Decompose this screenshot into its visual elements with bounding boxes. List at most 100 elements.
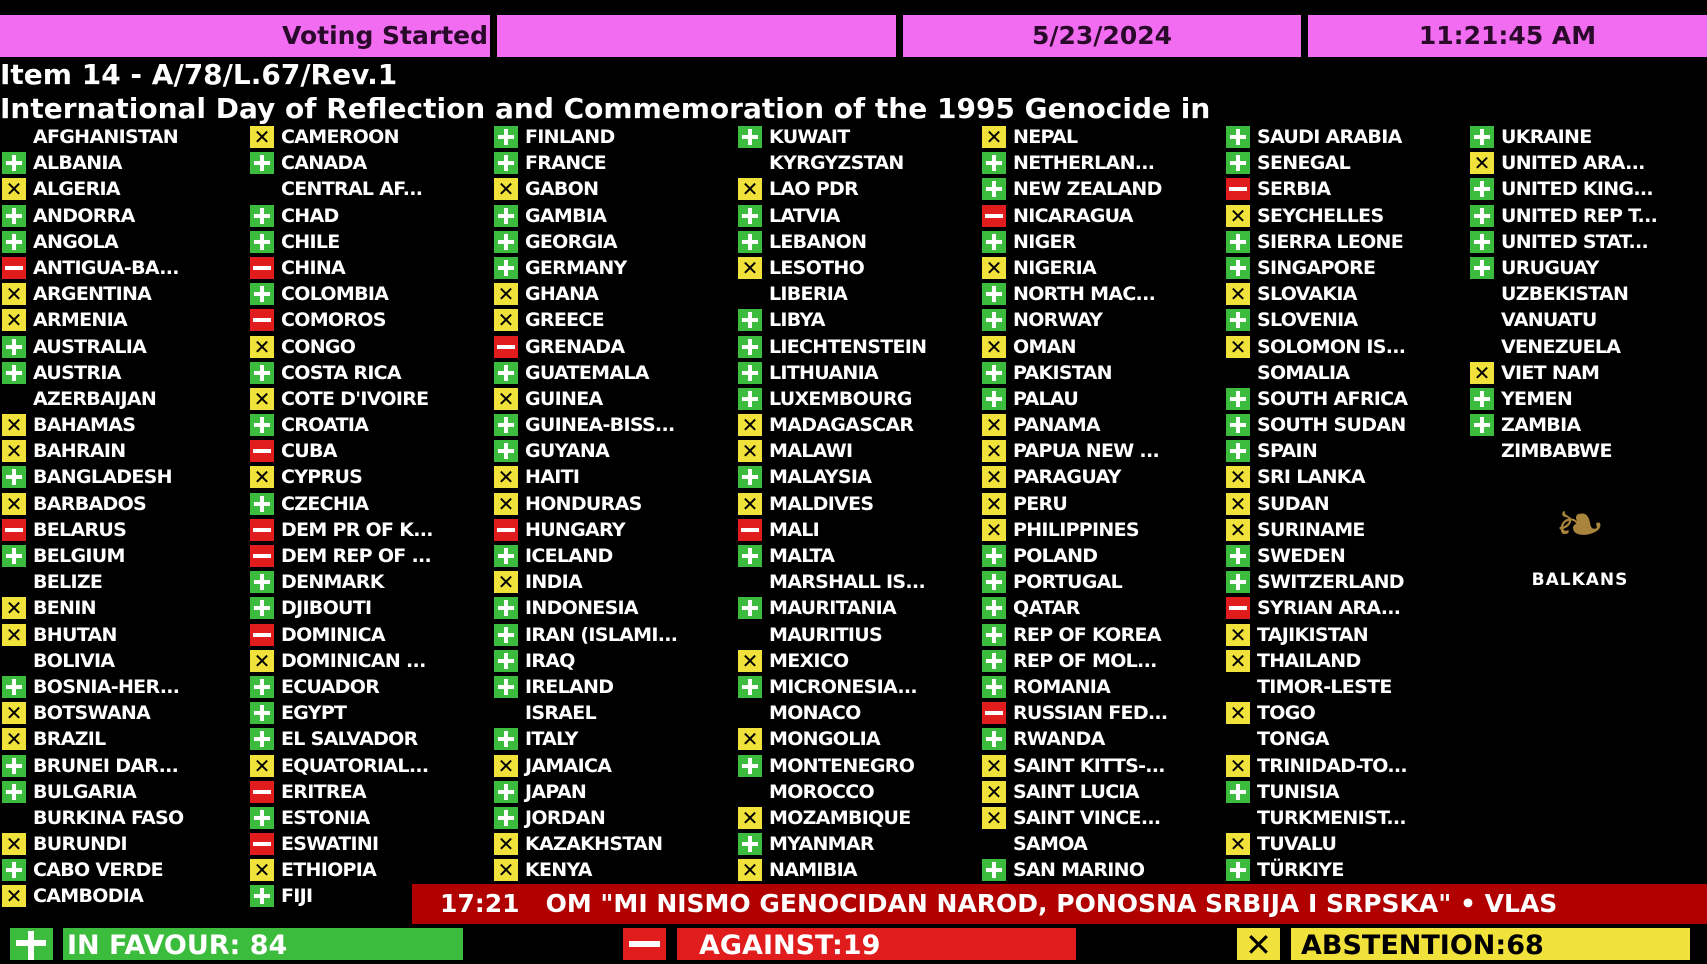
plus-icon — [982, 728, 1006, 751]
country-row: ✕ BRAZIL — [0, 726, 244, 752]
country-row: ✕ PERU — [980, 491, 1224, 517]
country-name: TONGA — [1257, 728, 1330, 751]
x-icon: ✕ — [1470, 361, 1494, 384]
country-row: SAN MARINO — [980, 857, 1224, 883]
country-row: CHAD — [248, 203, 492, 229]
plus-icon — [2, 545, 26, 567]
country-row: ANDORRA — [0, 203, 244, 229]
minus-icon — [494, 335, 518, 358]
country-row: FINLAND — [492, 124, 736, 150]
country-name: BELGIUM — [33, 545, 125, 567]
plus-icon — [494, 230, 518, 253]
country-name: ROMANIA — [1013, 675, 1111, 698]
country-name: CABO VERDE — [33, 859, 164, 882]
country-row: ECUADOR — [248, 674, 492, 700]
country-row: ✕ SAINT KITTS-... — [980, 753, 1224, 779]
country-row: ✕ TRINIDAD-TO... — [1224, 753, 1468, 779]
x-icon: ✕ — [738, 806, 762, 829]
plus-icon — [1470, 126, 1494, 148]
country-name: JAMAICA — [525, 754, 612, 777]
plus-icon — [2, 675, 26, 698]
country-name: THAILAND — [1257, 649, 1361, 672]
plus-icon — [738, 466, 762, 489]
country-name: PAPUA NEW ... — [1013, 440, 1160, 463]
country-row: ✕ NIGERIA — [980, 255, 1224, 281]
x-icon: ✕ — [2, 309, 26, 332]
plus-icon — [738, 675, 762, 698]
plus-icon — [494, 414, 518, 437]
country-name: GUATEMALA — [525, 361, 649, 384]
country-row: ✕ OMAN — [980, 334, 1224, 360]
country-row: UKRAINE — [1468, 124, 1707, 150]
country-name: SAINT KITTS-... — [1013, 754, 1166, 777]
country-name: ALGERIA — [33, 178, 121, 201]
country-row: BOSNIA-HER... — [0, 674, 244, 700]
country-name: SAUDI ARABIA — [1257, 126, 1402, 148]
country-name: MONGOLIA — [769, 728, 881, 751]
x-icon: ✕ — [2, 283, 26, 306]
country-row: ✕ BAHRAIN — [0, 438, 244, 464]
plus-icon — [494, 440, 518, 463]
x-icon: ✕ — [1226, 466, 1250, 489]
country-row: FIJI — [248, 883, 492, 909]
plus-icon — [2, 859, 26, 882]
x-icon: ✕ — [738, 728, 762, 751]
country-name: ECUADOR — [281, 675, 380, 698]
country-name: VIET NAM — [1501, 361, 1600, 384]
x-icon: ✕ — [1226, 204, 1250, 227]
country-name: TURKMENIST... — [1257, 806, 1407, 829]
country-row: DOMINICA — [248, 622, 492, 648]
x-icon: ✕ — [1226, 649, 1250, 672]
country-row: ✕ BOTSWANA — [0, 700, 244, 726]
country-row: ✕ CAMBODIA — [0, 883, 244, 909]
country-row: ✕ INDIA — [492, 569, 736, 595]
country-row: ICELAND — [492, 543, 736, 569]
country-row: VANUATU — [1468, 307, 1707, 333]
country-row: ITALY — [492, 726, 736, 752]
country-row: LIBERIA — [736, 281, 980, 307]
plus-icon — [494, 597, 518, 620]
country-row: BRUNEI DAR... — [0, 753, 244, 779]
x-icon: ✕ — [982, 780, 1006, 803]
x-icon: ✕ — [982, 414, 1006, 437]
country-name: EGYPT — [281, 702, 347, 725]
country-name: KYRGYZSTAN — [769, 152, 904, 175]
country-row: ROMANIA — [980, 674, 1224, 700]
country-row: MYANMAR — [736, 831, 980, 857]
country-name: INDIA — [525, 571, 583, 594]
country-name: CAMEROON — [281, 126, 399, 148]
country-row: ✕ PAPUA NEW ... — [980, 438, 1224, 464]
minus-icon — [982, 702, 1006, 725]
country-row: ✕ SUDAN — [1224, 491, 1468, 517]
abstention-total: ABSTENTION:68 — [1291, 928, 1690, 961]
country-name: ARGENTINA — [33, 283, 152, 306]
x-icon: ✕ — [2, 492, 26, 515]
country-row: MALAYSIA — [736, 464, 980, 490]
country-name: SAMOA — [1013, 833, 1088, 856]
country-name: UNITED KING... — [1501, 178, 1654, 201]
country-row: ✕ GUINEA — [492, 386, 736, 412]
plus-icon — [250, 885, 274, 908]
plus-icon — [250, 283, 274, 306]
country-row: GUYANA — [492, 438, 736, 464]
country-name: EQUATORIAL... — [281, 754, 429, 777]
country-name: SWITZERLAND — [1257, 571, 1405, 594]
plus-icon — [2, 780, 26, 803]
country-row: ✕ ARGENTINA — [0, 281, 244, 307]
country-name: SLOVAKIA — [1257, 283, 1357, 306]
country-name: NORWAY — [1013, 309, 1103, 332]
country-row: MAURITANIA — [736, 595, 980, 621]
minus-icon — [250, 309, 274, 332]
plus-icon — [250, 152, 274, 175]
country-name: SENEGAL — [1257, 152, 1351, 175]
country-row: ✕ SOLOMON IS... — [1224, 334, 1468, 360]
country-row: GUINEA-BISS... — [492, 412, 736, 438]
country-row: SERBIA — [1224, 176, 1468, 202]
country-name: BHUTAN — [33, 623, 117, 646]
plus-icon — [250, 571, 274, 594]
country-name: AFGHANISTAN — [33, 126, 179, 148]
country-name: CHINA — [281, 256, 346, 279]
country-name: REP OF KOREA — [1013, 623, 1162, 646]
country-name: INDONESIA — [525, 597, 639, 620]
header-blank-cell — [497, 15, 896, 57]
